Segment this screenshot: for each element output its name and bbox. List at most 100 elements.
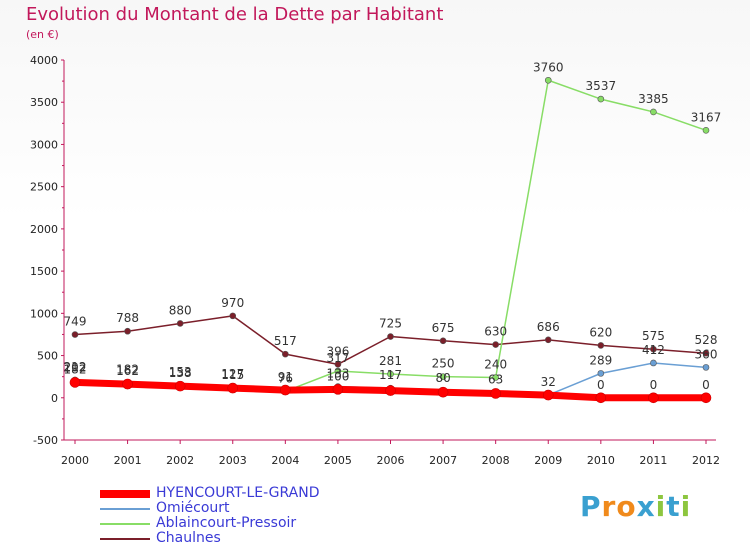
data-point <box>437 386 449 398</box>
data-point <box>334 367 342 375</box>
data-point <box>702 364 710 371</box>
legend-label-ablaincourt: Ablaincourt-Pressoir <box>156 515 297 531</box>
data-point <box>282 350 289 358</box>
x-tick-label: 2001 <box>114 454 142 467</box>
data-point <box>702 127 710 134</box>
data-point <box>492 374 499 381</box>
x-tick-label: 2000 <box>61 454 89 467</box>
data-point <box>69 377 81 388</box>
x-tick-label: 2006 <box>377 454 405 467</box>
data-label: 115 <box>221 368 244 382</box>
legend-label-omiecourt: Omiécourt <box>156 500 230 516</box>
data-label: 281 <box>379 354 402 368</box>
x-tick-label: 2010 <box>587 454 615 467</box>
logo-letter: t <box>666 490 681 523</box>
data-point <box>332 384 344 395</box>
data-label: 575 <box>642 329 665 343</box>
y-tick-label: 1000 <box>30 307 58 320</box>
x-tick-label: 2012 <box>692 454 720 467</box>
data-label: 630 <box>484 325 507 339</box>
data-label: 0 <box>650 378 658 392</box>
data-point <box>700 392 712 404</box>
data-label: 3537 <box>586 79 617 93</box>
x-tick-label: 2003 <box>219 454 247 467</box>
data-label: 91 <box>278 370 293 384</box>
data-label: 317 <box>326 351 349 365</box>
data-point <box>124 327 131 335</box>
data-point <box>227 382 239 394</box>
data-point <box>702 349 710 357</box>
data-label: 788 <box>116 311 139 325</box>
data-label: 360 <box>695 347 718 361</box>
data-point <box>544 336 552 344</box>
x-tick-label: 2007 <box>429 454 457 467</box>
x-tick-label: 2011 <box>639 454 667 467</box>
data-label: 0 <box>702 378 710 392</box>
data-label: 127 <box>221 367 244 381</box>
legend-swatch-chaulnes <box>100 538 150 540</box>
x-tick-label: 2004 <box>271 454 299 467</box>
data-label: 686 <box>537 320 560 334</box>
data-label: 3385 <box>638 92 669 106</box>
y-tick-label: -500 <box>33 434 58 447</box>
logo-letter: o <box>616 490 637 523</box>
data-point <box>229 312 237 320</box>
data-label: 250 <box>432 357 455 371</box>
data-label: 396 <box>326 344 349 358</box>
data-label: 32 <box>541 375 556 389</box>
data-label: 76 <box>278 371 293 385</box>
data-point <box>648 392 659 404</box>
y-tick-label: 500 <box>37 350 58 363</box>
y-tick-label: 0 <box>51 392 58 405</box>
logo-letter: x <box>636 490 656 523</box>
data-label: 517 <box>274 334 297 348</box>
data-label: 182 <box>116 362 139 376</box>
y-tick-label: 4000 <box>30 54 58 67</box>
data-label: 620 <box>589 325 612 339</box>
data-label: 725 <box>379 317 402 331</box>
data-label: 240 <box>484 358 507 372</box>
data-label: 0 <box>597 378 605 392</box>
data-point <box>595 392 607 404</box>
x-tick-label: 2002 <box>166 454 194 467</box>
logo-letter: P <box>580 490 602 523</box>
data-point <box>176 320 184 327</box>
data-point <box>439 337 447 345</box>
data-point <box>542 389 554 401</box>
y-tick-label: 2500 <box>30 181 58 194</box>
y-tick-label: 3000 <box>30 138 58 151</box>
data-point <box>387 370 394 378</box>
data-label: 100 <box>326 369 349 383</box>
y-tick-label: 3500 <box>30 96 58 109</box>
data-point <box>597 342 605 349</box>
data-point <box>174 380 186 392</box>
chart-title: Evolution du Montant de la Dette par Hab… <box>26 4 444 25</box>
legend-swatch-ablaincourt <box>100 523 150 525</box>
data-point <box>439 373 447 380</box>
x-tick-label: 2005 <box>324 454 352 467</box>
data-label: 675 <box>432 321 455 335</box>
data-label: 133 <box>326 367 349 381</box>
data-label: 289 <box>589 353 612 367</box>
series-line-2 <box>74 79 707 393</box>
data-point <box>280 384 291 396</box>
data-label: 162 <box>116 364 139 378</box>
legend-label-hyencourt: HYENCOURT-LE-GRAND <box>156 485 320 501</box>
data-label: 3167 <box>691 110 722 124</box>
legend-swatch-hyencourt <box>100 490 150 498</box>
data-point <box>71 331 79 338</box>
x-tick-label: 2008 <box>482 454 510 467</box>
data-label: 182 <box>64 362 87 376</box>
x-tick-label: 2009 <box>534 454 562 467</box>
logo-letter: i <box>680 490 692 523</box>
legend-label-chaulnes: Chaulnes <box>156 530 221 546</box>
y-tick-label: 1500 <box>30 265 58 278</box>
data-point <box>122 378 133 390</box>
y-tick-label: 2000 <box>30 223 58 236</box>
data-label: 880 <box>169 303 192 317</box>
data-point <box>544 76 552 84</box>
proxiti-logo: Proxiti <box>580 490 691 523</box>
data-label: 63 <box>488 372 503 386</box>
